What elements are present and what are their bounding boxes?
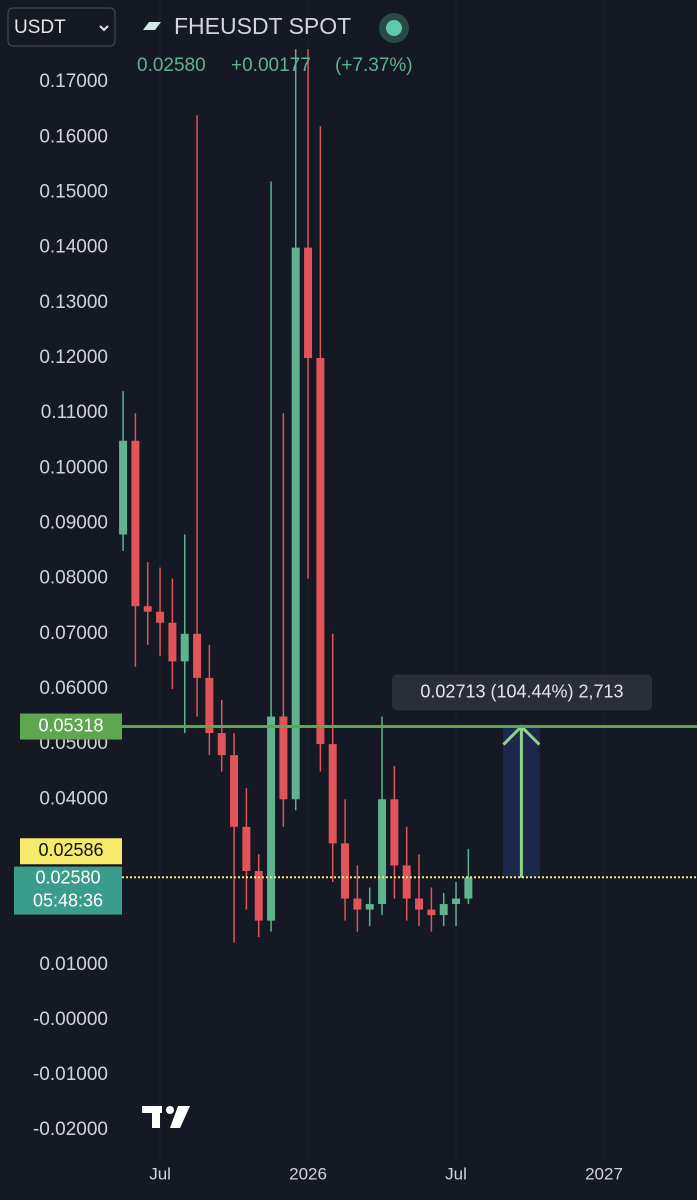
y-tick-label: 0.13000 [39,292,108,313]
currency-select[interactable] [7,7,116,47]
y-tick-label: 0.04000 [39,788,108,809]
y-tick-label: 0.16000 [39,126,108,147]
last-price-label: 0.02580 [35,867,100,887]
x-tick-label: 2026 [289,1164,327,1183]
y-tick-label: 0.17000 [39,71,108,92]
price-label-bg [20,838,122,865]
candle-body [439,904,448,916]
candle-body [328,744,337,844]
candle-body [217,733,226,756]
y-tick-label: 0.06000 [39,678,108,699]
price-label: 0.05318 [38,715,103,735]
symbol-title: FHEUSDT SPOT [174,13,351,39]
candle-body [193,633,202,678]
y-tick-label: -0.02000 [33,1119,108,1140]
logo [143,22,161,30]
measure-tooltip: 0.02713 (104.44%) 2,713 [420,681,623,701]
candle-body [131,440,140,607]
x-tick-label: Jul [445,1164,467,1183]
y-tick-label: 0.12000 [39,347,108,368]
y-tick-label: 0.15000 [39,182,108,203]
candle-body [205,677,214,734]
y-tick-label: 0.14000 [39,237,108,258]
candle-body [402,865,411,899]
candle-body [427,909,436,916]
candle-body [156,611,165,623]
candle-body [143,606,152,612]
y-tick-label: -0.01000 [33,1064,108,1085]
candle-body [415,898,424,910]
candle-body [230,755,239,827]
tv-logo [142,1106,190,1128]
candle-body [316,357,325,745]
chevron [99,25,109,32]
candle-body [452,898,461,905]
last-price-bg [14,866,122,915]
candle-body [378,799,387,905]
candle-body [242,826,251,871]
y-tick-label: 0.10000 [39,457,108,478]
candle-body [341,843,350,899]
candle-body [180,633,189,662]
y-tick-label: 0.01000 [39,954,108,975]
countdown: 05:48:36 [33,890,103,910]
candle-body [365,904,374,910]
y-tick-label: 0.09000 [39,512,108,533]
change-pct: (+7.37%) [335,55,413,76]
candle-body [279,716,288,800]
currency: USDT [14,17,66,38]
measure-tooltip-bg [392,674,652,711]
y-tick-label: -0.00000 [33,1009,108,1030]
x-tick-label: 2027 [585,1164,623,1183]
candle-body [119,440,128,535]
status-dot [386,20,402,36]
x-tick-label: Jul [149,1164,171,1183]
candle-body [353,898,362,910]
price-label: 0.02586 [38,840,103,860]
y-tick-label: 0.08000 [39,568,108,589]
candle-body [304,247,313,358]
candle-body [168,622,177,662]
price-label-bg [20,713,122,740]
last-price: 0.02580 [137,55,206,76]
change: +0.00177 [231,55,311,76]
candle-body [254,870,263,921]
candle-body [267,716,276,921]
candle-body [291,247,300,800]
y-tick-label: 0.07000 [39,623,108,644]
candle-body [390,799,399,866]
y-tick-label: 0.11000 [41,402,108,423]
candle-body [464,877,473,899]
